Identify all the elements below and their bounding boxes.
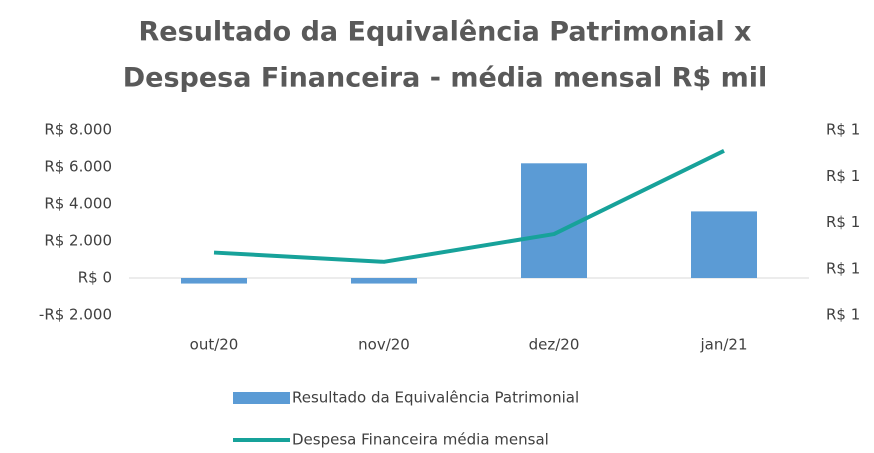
y-tick-label: R$ 2.000 — [44, 232, 112, 250]
x-tick-label: nov/20 — [358, 336, 410, 354]
y-tick-label: -R$ 2.000 — [39, 306, 112, 324]
legend-swatch — [233, 392, 290, 404]
y-tick-label: R$ 0 — [78, 269, 112, 287]
y-tick-label: R$ 6.000 — [44, 158, 112, 176]
legend-label: Resultado da Equivalência Patrimonial — [292, 389, 579, 407]
y2-tick-label: R$ 1 — [826, 306, 860, 324]
chart-title: Despesa Financeira - média mensal R$ mil — [123, 63, 767, 94]
y2-tick-label: R$ 1 — [826, 259, 860, 277]
x-tick-label: jan/21 — [699, 336, 747, 354]
bar — [351, 278, 417, 284]
legend-label: Despesa Financeira média mensal — [292, 431, 549, 449]
y2-tick-label: R$ 1 — [826, 121, 860, 139]
chart-title: Resultado da Equivalência Patrimonial x — [139, 17, 752, 48]
bar — [691, 211, 757, 278]
y-tick-label: R$ 8.000 — [44, 121, 112, 139]
line — [213, 149, 725, 264]
y2-tick-label: R$ 1 — [826, 213, 860, 231]
y2-tick-label: R$ 1 — [826, 167, 860, 185]
y-tick-label: R$ 4.000 — [44, 195, 112, 213]
bar — [521, 163, 587, 278]
x-tick-label: out/20 — [190, 336, 239, 354]
x-tick-label: dez/20 — [529, 336, 580, 354]
bar — [181, 278, 247, 284]
